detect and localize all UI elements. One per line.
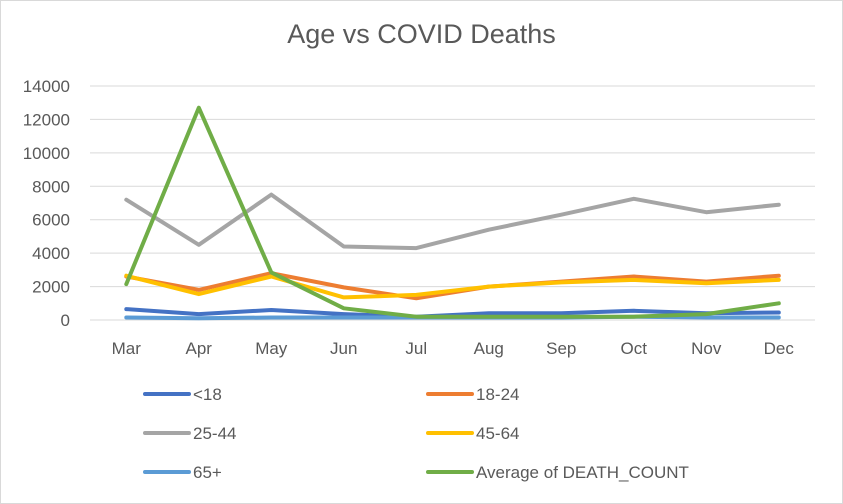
y-tick-label: 14000: [23, 77, 70, 96]
y-tick-label: 8000: [32, 177, 70, 196]
legend: <18 18-24 25-44 45-64 65+ Average of DEATH_CO…: [143, 385, 689, 482]
legend-label: 18-24: [476, 385, 519, 404]
x-tick-label: Apr: [186, 339, 213, 358]
legend-label: 65+: [193, 463, 222, 482]
y-tick-label: 0: [61, 311, 70, 330]
chart-title: Age vs COVID Deaths: [287, 19, 556, 49]
x-tick-label: Mar: [112, 339, 142, 358]
x-axis: Mar Apr May Jun Jul Aug Sep Oct Nov Dec: [112, 339, 795, 358]
x-tick-label: Aug: [474, 339, 504, 358]
y-tick-label: 10000: [23, 144, 70, 163]
legend-label: 45-64: [476, 424, 519, 443]
y-tick-label: 6000: [32, 211, 70, 230]
y-tick-label: 12000: [23, 110, 70, 129]
x-tick-label: May: [255, 339, 288, 358]
legend-label: <18: [193, 385, 222, 404]
legend-label: Average of DEATH_COUNT: [476, 463, 689, 482]
series-lines: [124, 105, 781, 321]
y-tick-label: 4000: [32, 244, 70, 263]
y-axis: 0 2000 4000 6000 8000 10000 12000 14000: [23, 77, 70, 330]
series-line: [124, 271, 781, 301]
x-tick-label: Nov: [691, 339, 722, 358]
x-tick-label: Sep: [546, 339, 576, 358]
legend-label: 25-44: [193, 424, 236, 443]
series-line: [124, 273, 781, 300]
series-line: [124, 105, 781, 319]
x-tick-label: Oct: [621, 339, 648, 358]
x-tick-label: Jun: [330, 339, 357, 358]
x-tick-label: Dec: [764, 339, 795, 358]
series-line: [124, 192, 781, 251]
y-tick-label: 2000: [32, 278, 70, 297]
x-tick-label: Jul: [405, 339, 427, 358]
